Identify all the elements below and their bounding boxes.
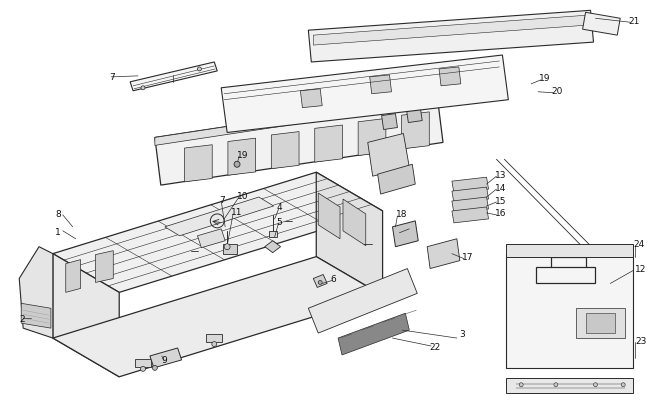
Circle shape <box>140 367 146 371</box>
Text: 3: 3 <box>459 329 465 338</box>
Polygon shape <box>155 96 443 185</box>
Text: 7: 7 <box>219 195 225 204</box>
Text: 15: 15 <box>495 196 506 205</box>
Polygon shape <box>164 198 274 236</box>
Polygon shape <box>338 313 410 355</box>
Text: 19: 19 <box>539 74 551 83</box>
Polygon shape <box>206 334 222 342</box>
Polygon shape <box>96 251 113 283</box>
Circle shape <box>198 68 202 72</box>
Polygon shape <box>313 275 327 288</box>
Text: 5: 5 <box>277 218 282 227</box>
Polygon shape <box>506 244 633 257</box>
Text: 21: 21 <box>628 17 640 26</box>
Polygon shape <box>452 207 489 223</box>
Circle shape <box>621 383 625 387</box>
Polygon shape <box>268 231 277 237</box>
Polygon shape <box>393 221 418 247</box>
Text: 8: 8 <box>55 210 61 219</box>
Text: 20: 20 <box>551 87 562 96</box>
Polygon shape <box>308 269 417 333</box>
Circle shape <box>554 383 558 387</box>
Polygon shape <box>150 348 181 368</box>
Polygon shape <box>318 194 340 239</box>
Text: 10: 10 <box>237 191 248 200</box>
Text: 11: 11 <box>231 208 242 217</box>
Polygon shape <box>439 68 461 87</box>
Polygon shape <box>317 173 383 296</box>
Polygon shape <box>427 239 460 269</box>
Polygon shape <box>452 198 489 213</box>
Circle shape <box>519 383 523 387</box>
Circle shape <box>224 244 230 250</box>
Polygon shape <box>21 304 51 328</box>
Polygon shape <box>185 145 212 182</box>
Text: 24: 24 <box>633 240 644 249</box>
Text: 2: 2 <box>20 314 25 323</box>
Text: 4: 4 <box>277 203 282 212</box>
Text: 23: 23 <box>635 336 647 345</box>
Text: 17: 17 <box>462 252 473 262</box>
Polygon shape <box>576 309 625 338</box>
Polygon shape <box>382 114 397 130</box>
Circle shape <box>318 281 322 285</box>
Text: 1: 1 <box>55 228 61 237</box>
Polygon shape <box>343 200 366 246</box>
Polygon shape <box>402 113 429 149</box>
Polygon shape <box>223 244 237 254</box>
Polygon shape <box>358 119 386 156</box>
Polygon shape <box>228 139 255 176</box>
Polygon shape <box>271 132 299 169</box>
Polygon shape <box>452 188 489 203</box>
Polygon shape <box>53 254 119 377</box>
Polygon shape <box>265 241 281 253</box>
Polygon shape <box>506 254 633 368</box>
Polygon shape <box>300 90 322 109</box>
Text: 9: 9 <box>162 356 168 364</box>
Polygon shape <box>221 56 508 133</box>
Text: 6: 6 <box>330 274 336 283</box>
Polygon shape <box>155 96 437 146</box>
Polygon shape <box>378 165 415 194</box>
Circle shape <box>152 365 157 371</box>
Text: 12: 12 <box>635 264 647 273</box>
Polygon shape <box>66 260 81 293</box>
Polygon shape <box>53 173 383 293</box>
Text: 16: 16 <box>495 209 506 218</box>
Circle shape <box>593 383 597 387</box>
Polygon shape <box>198 229 225 248</box>
Text: 7: 7 <box>109 73 115 82</box>
Text: 19: 19 <box>237 150 248 160</box>
Circle shape <box>234 162 240 168</box>
Polygon shape <box>313 16 586 46</box>
Text: 14: 14 <box>495 183 506 192</box>
Text: 22: 22 <box>429 342 441 351</box>
Polygon shape <box>506 378 633 393</box>
Polygon shape <box>20 247 53 338</box>
Polygon shape <box>370 76 391 94</box>
Circle shape <box>212 342 216 347</box>
Circle shape <box>141 87 145 91</box>
Text: 18: 18 <box>395 210 407 219</box>
Polygon shape <box>406 107 422 123</box>
Polygon shape <box>135 359 151 367</box>
Polygon shape <box>368 134 410 177</box>
Text: 13: 13 <box>495 170 506 179</box>
Polygon shape <box>586 313 616 333</box>
Polygon shape <box>315 126 343 163</box>
Polygon shape <box>582 13 620 36</box>
Polygon shape <box>452 178 489 194</box>
Polygon shape <box>130 63 217 92</box>
Polygon shape <box>53 257 383 377</box>
Polygon shape <box>308 11 593 63</box>
